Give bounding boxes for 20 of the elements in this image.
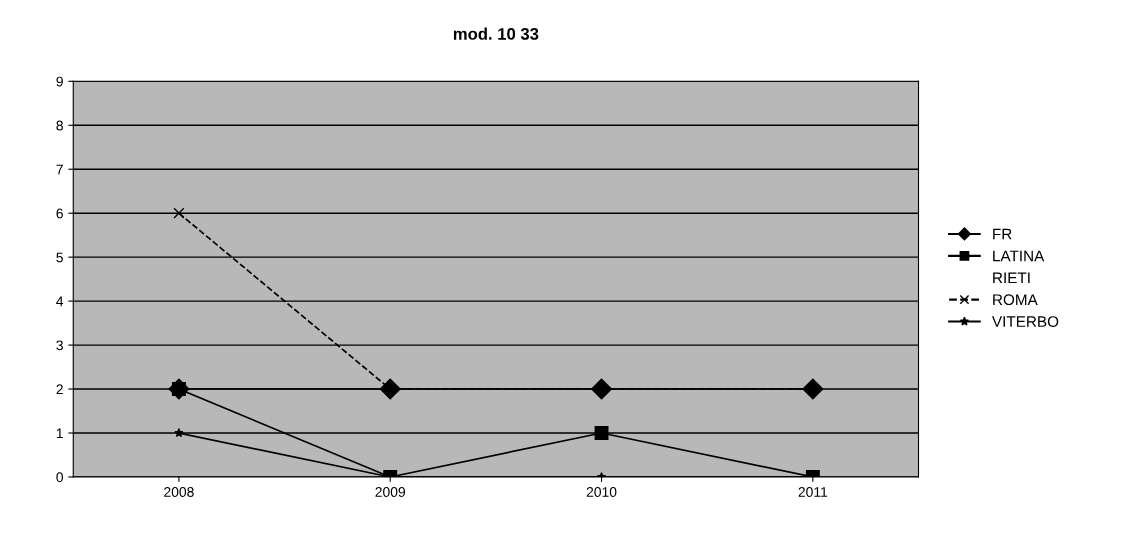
y-tick-label: 5 — [56, 252, 63, 263]
y-tick-label: 3 — [56, 340, 63, 351]
y-tick-label: 4 — [56, 296, 64, 307]
x-tick-label: 2009 — [375, 487, 406, 497]
x-tick-label: 2010 — [586, 487, 617, 497]
legend-label: VITERBO — [992, 316, 1059, 327]
y-tick-label: 9 — [56, 76, 63, 87]
y-tick-label: 8 — [56, 120, 63, 131]
legend-label: FR — [993, 228, 1012, 240]
legend-label: LATINA — [993, 250, 1045, 262]
y-tick-label: 7 — [56, 164, 63, 175]
x-tick-label: 2011 — [798, 487, 828, 497]
text: RIETI — [993, 272, 1030, 284]
y-tick-label: 2 — [56, 384, 63, 395]
y-tick-label: 1 — [56, 428, 63, 439]
y-tick-label: 0 — [56, 472, 63, 483]
legend-label: ROMA — [993, 294, 1038, 306]
chart-title: mod. 10 33 — [453, 27, 539, 40]
y-tick-label: 6 — [56, 208, 63, 219]
x-tick-label: 2008 — [164, 487, 194, 497]
